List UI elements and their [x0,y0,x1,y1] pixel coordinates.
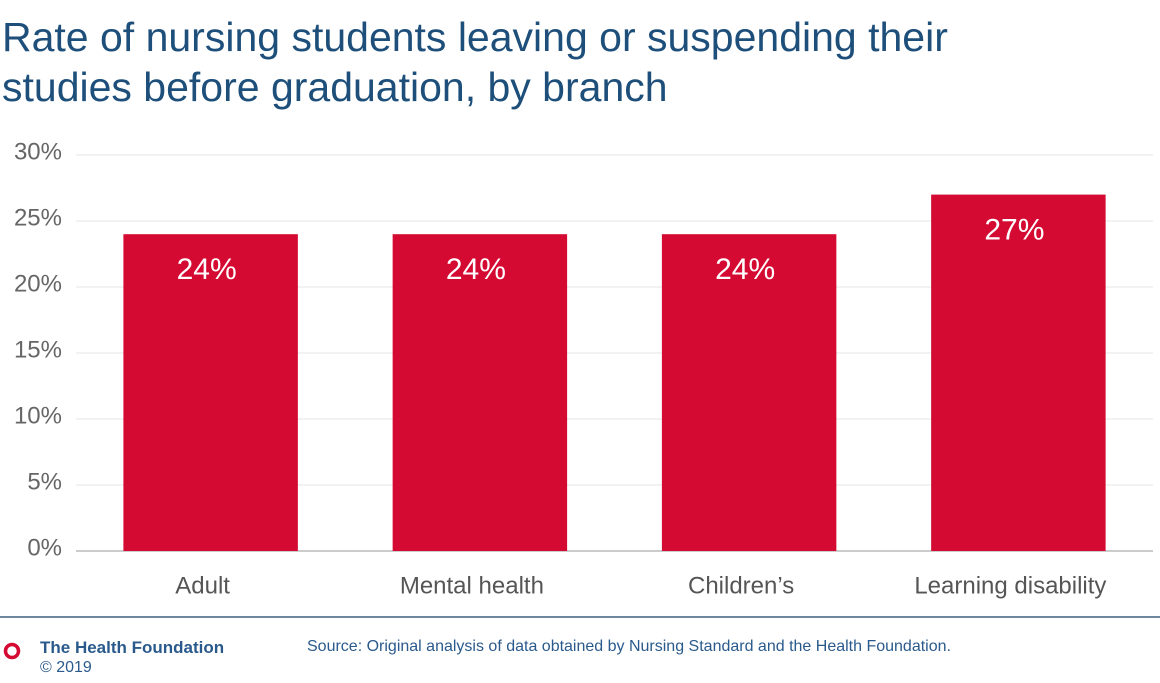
y-tick-label: 20% [14,270,62,297]
x-tick-label: Children’s [688,572,794,599]
y-tick-label: 25% [14,204,62,231]
x-tick-label: Adult [175,572,230,599]
x-tick-label: Mental health [400,572,544,599]
y-tick-label: 5% [27,468,62,495]
organisation: The Health Foundation [40,638,225,657]
value-label: 24% [715,253,775,286]
bar [661,234,837,551]
chart-title: Rate of nursing students leaving or susp… [2,14,948,110]
copyright: © 2019 [40,659,92,676]
value-label: 24% [446,253,506,286]
value-label: 24% [177,253,237,286]
y-tick-label: 15% [14,336,62,363]
value-label: 27% [984,214,1044,247]
bar [123,234,298,551]
logo [3,642,21,660]
y-tick-label: 10% [14,402,62,429]
bar [392,234,568,551]
y-tick-label: 0% [27,534,62,561]
x-tick-label: Learning disability [914,572,1106,599]
bar [931,194,1106,551]
source: Source: Original analysis of data obtain… [307,638,951,655]
y-tick-label: 30% [14,138,62,165]
